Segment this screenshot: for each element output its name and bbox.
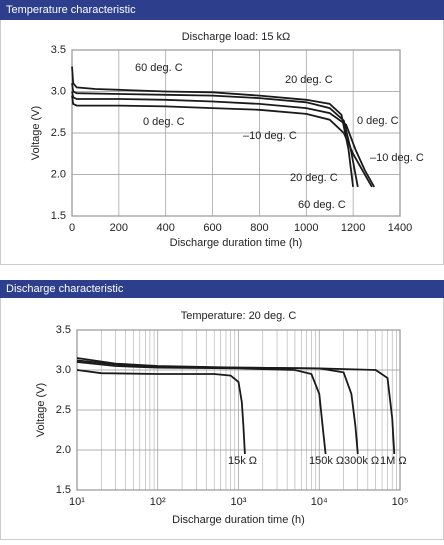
series-label: 0 deg. C xyxy=(357,115,399,127)
series-line xyxy=(71,66,354,188)
x-tick-label: 10² xyxy=(150,496,166,508)
x-tick-label: 10⁵ xyxy=(392,496,409,508)
y-axis-label: Voltage (V) xyxy=(35,383,47,437)
series-label: –10 deg. C xyxy=(243,130,297,142)
chart-subtitle: Temperature: 20 deg. C xyxy=(181,310,297,322)
x-tick-label: 800 xyxy=(250,222,268,234)
y-tick-label: 3.0 xyxy=(51,85,66,97)
series-label: 300k Ω xyxy=(344,455,379,467)
x-tick-label: 1200 xyxy=(341,222,365,234)
series-label: 60 deg. C xyxy=(298,199,346,211)
series-label: 0 deg. C xyxy=(143,116,185,128)
y-tick-label: 3.5 xyxy=(51,44,66,56)
y-tick-label: 3.0 xyxy=(56,364,71,376)
x-tick-label: 600 xyxy=(203,222,221,234)
y-tick-label: 2.5 xyxy=(56,404,71,416)
series-label: –10 deg. C xyxy=(370,152,424,164)
series-label: 20 deg. C xyxy=(285,74,333,86)
series-line xyxy=(76,361,327,455)
x-tick-label: 10¹ xyxy=(69,496,85,508)
y-tick-label: 2.0 xyxy=(51,168,66,180)
series-line xyxy=(71,95,373,188)
x-tick-label: 400 xyxy=(157,222,175,234)
y-tick-label: 1.5 xyxy=(56,484,71,496)
header-bar xyxy=(0,280,444,298)
header-bar xyxy=(0,0,444,20)
header-title: Discharge characteristic xyxy=(6,283,124,295)
y-tick-label: 2.0 xyxy=(56,444,71,456)
x-tick-label: 1000 xyxy=(294,222,318,234)
y-tick-label: 2.5 xyxy=(51,127,66,139)
x-tick-label: 200 xyxy=(110,222,128,234)
x-tick-label: 1400 xyxy=(388,222,412,234)
chart-subtitle: Discharge load: 15 kΩ xyxy=(182,31,291,43)
y-axis-label: Voltage (V) xyxy=(30,106,42,160)
series-label: 20 deg. C xyxy=(290,172,338,184)
x-axis-label: Discharge duration time (h) xyxy=(172,514,305,526)
x-axis-label: Discharge duration time (h) xyxy=(170,237,303,249)
series-line xyxy=(76,357,396,455)
x-tick-label: 10³ xyxy=(231,496,247,508)
series-label: 15k Ω xyxy=(228,455,257,467)
panel xyxy=(0,0,444,265)
series-label: 60 deg. C xyxy=(135,62,183,74)
y-tick-label: 1.5 xyxy=(51,210,66,222)
header-title: Temperature characteristic xyxy=(6,4,136,16)
series-label: 150k Ω xyxy=(309,455,344,467)
x-tick-label: 10⁴ xyxy=(311,496,328,508)
x-tick-label: 0 xyxy=(69,222,75,234)
y-tick-label: 3.5 xyxy=(56,324,71,336)
series-line xyxy=(76,369,246,455)
series-line xyxy=(71,91,375,188)
series-label: 1M Ω xyxy=(380,455,407,467)
